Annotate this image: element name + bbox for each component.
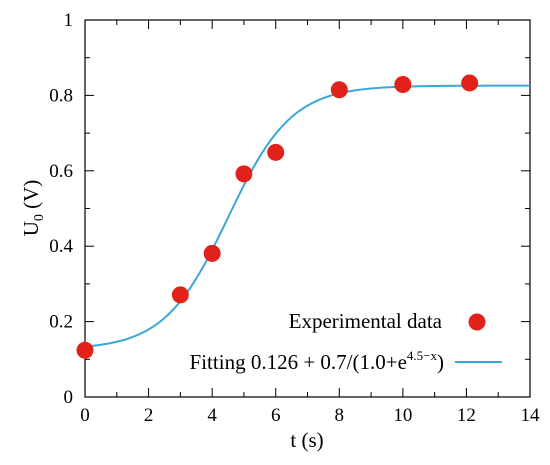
ticks xyxy=(84,19,531,398)
x-tick-label: 0 xyxy=(80,405,90,426)
legend-label-fitting: Fitting 0.126 + 0.7/(1.0+e4.5−x) xyxy=(190,348,444,374)
fit-curve xyxy=(84,84,530,348)
legend-label-experimental: Experimental data xyxy=(289,309,443,333)
y-tick-label: 0.4 xyxy=(49,236,73,257)
legend: Experimental data Fitting 0.126 + 0.7/(1… xyxy=(190,309,502,374)
x-axis-label: t (s) xyxy=(290,428,323,452)
y-axis-label: U0 (V) xyxy=(19,180,47,237)
plot-frame xyxy=(84,19,531,398)
x-tick-label: 4 xyxy=(207,405,217,426)
x-tick-label: 8 xyxy=(335,405,345,426)
data-point xyxy=(171,286,189,304)
data-point xyxy=(203,244,221,262)
data-point xyxy=(330,81,348,99)
x-tick-label: 10 xyxy=(393,405,412,426)
data-point xyxy=(394,75,412,93)
y-axis-label-subscript: 0 xyxy=(32,214,47,221)
y-tick-label: 1 xyxy=(64,10,74,31)
x-tick-label: 14 xyxy=(521,405,541,426)
data-points xyxy=(76,74,479,359)
y-axis-label-unit: (V) xyxy=(19,180,43,214)
x-tick-label: 2 xyxy=(144,405,154,426)
tick-labels: 0 2 4 6 8 10 12 14 0 0.2 0.4 0.6 0.8 1 xyxy=(49,10,540,426)
plot-area: 0 2 4 6 8 10 12 14 0 0.2 0.4 0.6 0.8 1 xyxy=(49,10,540,426)
x-tick-label: 6 xyxy=(271,405,281,426)
legend-marker-experimental xyxy=(468,313,486,331)
y-axis-label-main: U xyxy=(19,221,43,236)
data-point xyxy=(76,341,94,359)
x-tick-label: 12 xyxy=(457,405,476,426)
legend-fit-suffix: ) xyxy=(437,350,444,374)
y-tick-label: 0.6 xyxy=(49,161,73,182)
data-point xyxy=(267,143,285,161)
data-point xyxy=(461,74,479,92)
y-tick-label: 0.2 xyxy=(49,312,73,333)
legend-fit-prefix: Fitting 0.126 + 0.7/(1.0+e xyxy=(190,350,407,374)
y-tick-label: 0.8 xyxy=(49,85,73,106)
data-point xyxy=(235,165,253,183)
legend-fit-exponent: 4.5−x xyxy=(407,348,438,363)
y-tick-label: 0 xyxy=(64,387,74,408)
